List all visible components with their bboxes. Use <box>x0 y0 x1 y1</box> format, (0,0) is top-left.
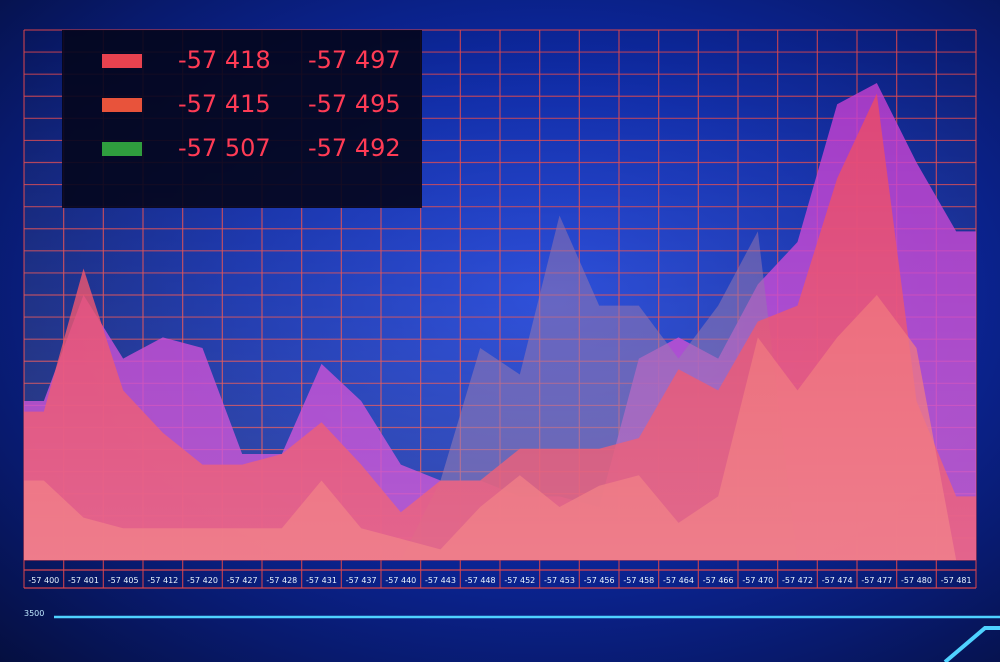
x-tick-label: -57 456 <box>584 576 615 585</box>
legend-swatch-1 <box>102 54 142 68</box>
x-tick-label: -57 458 <box>623 576 654 585</box>
legend-value-b-3: -57 492 <box>308 134 401 162</box>
legend-value-b-1: -57 497 <box>308 46 401 74</box>
legend-value-a-2: -57 415 <box>178 90 271 118</box>
x-tick-label: -57 443 <box>425 576 456 585</box>
x-tick-label: -57 464 <box>663 576 694 585</box>
x-tick-label: -57 470 <box>742 576 773 585</box>
x-tick-label: -57 431 <box>306 576 337 585</box>
legend-swatch-3 <box>102 142 142 156</box>
x-tick-label: -57 474 <box>822 576 853 585</box>
x-tick-label: -57 428 <box>266 576 297 585</box>
x-tick-label: -57 480 <box>901 576 932 585</box>
x-tick-label: -57 440 <box>385 576 416 585</box>
corner-bracket <box>943 626 1000 662</box>
x-tick-label: -57 420 <box>187 576 218 585</box>
axis-value-label: 3500 <box>24 609 45 618</box>
legend-swatch-2 <box>102 98 142 112</box>
x-tick-label: -57 437 <box>346 576 377 585</box>
x-tick-label: -57 481 <box>941 576 972 585</box>
x-tick-label: -57 400 <box>28 576 59 585</box>
x-tick-label: -57 427 <box>227 576 258 585</box>
x-tick-label: -57 412 <box>147 576 178 585</box>
legend-value-a-3: -57 507 <box>178 134 271 162</box>
x-tick-label: -57 401 <box>68 576 99 585</box>
x-tick-label: -57 452 <box>504 576 535 585</box>
legend-value-b-2: -57 495 <box>308 90 401 118</box>
legend: -57 418 -57 497 -57 415 -57 495 -57 507 … <box>62 30 422 208</box>
x-tick-label: -57 472 <box>782 576 813 585</box>
x-tick-label: -57 466 <box>703 576 734 585</box>
x-tick-label: -57 448 <box>465 576 496 585</box>
x-tick-label: -57 453 <box>544 576 575 585</box>
legend-value-a-1: -57 418 <box>178 46 271 74</box>
x-tick-label: -57 405 <box>108 576 139 585</box>
x-tick-labels: -57 400 -57 401 -57 405 -57 412 -57 420 -57 4… <box>28 576 971 585</box>
x-tick-label: -57 477 <box>861 576 892 585</box>
